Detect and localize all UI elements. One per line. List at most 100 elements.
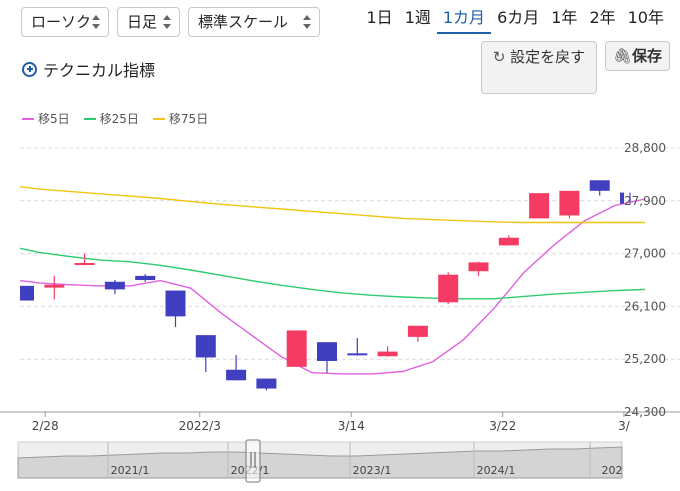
y-tick-label: 27,000	[624, 247, 666, 261]
chevron-updown-icon	[92, 15, 100, 29]
candle	[256, 378, 277, 391]
save-label: 保存	[632, 47, 663, 65]
candle	[589, 180, 610, 196]
navigator-label: 2022/1	[231, 464, 270, 477]
candle-body	[468, 262, 489, 272]
candle-body	[165, 290, 186, 317]
candles	[20, 180, 631, 391]
candle-body	[498, 237, 519, 246]
candle	[377, 346, 398, 357]
plus-circle-icon	[22, 61, 37, 77]
navigator-label: 2024/1	[477, 464, 516, 477]
legend-ma5: 移5日	[22, 110, 70, 127]
navigator-area	[17, 446, 623, 479]
chevron-updown-icon	[163, 15, 171, 29]
candle	[195, 335, 216, 373]
legend-ma75: 移75日	[152, 110, 208, 127]
candle	[438, 272, 459, 305]
candle-body	[226, 369, 247, 381]
candle-body	[104, 281, 125, 290]
candle	[317, 342, 337, 373]
tab-1d[interactable]: 1日	[366, 8, 393, 27]
candle	[286, 330, 307, 367]
candle-body	[438, 274, 459, 303]
ma-legend: 移5日 移25日 移75日	[22, 110, 208, 127]
paperclip-icon: 🖇	[612, 47, 633, 65]
save-button[interactable]: 🖇保存	[605, 41, 670, 71]
candle	[135, 274, 156, 282]
interval-value: 日足	[127, 13, 158, 31]
x-axis: 2/28 2022/3 3/14 3/22 3/	[32, 412, 631, 433]
candle-body	[317, 342, 337, 361]
candle	[347, 338, 368, 356]
x-tick-label: 2022/3	[179, 419, 221, 433]
navigator-label: 2021/1	[111, 464, 150, 477]
navigator-track	[17, 441, 623, 479]
candle-body	[256, 378, 277, 389]
candle-body	[195, 335, 216, 358]
candle-body	[347, 353, 368, 356]
x-tick-label: 3/22	[489, 419, 516, 433]
candle-body	[529, 193, 550, 219]
scale-select[interactable]: 標準スケール	[188, 7, 320, 37]
candle-body	[20, 285, 34, 301]
scale-value: 標準スケール	[198, 13, 289, 31]
candle-body	[407, 325, 428, 337]
candle	[165, 290, 186, 327]
y-tick-label: 25,200	[624, 352, 666, 366]
legend-swatch	[22, 117, 34, 120]
ma-line	[19, 198, 646, 375]
y-tick-label: 24,300	[624, 405, 666, 419]
candle	[498, 235, 519, 246]
candle	[559, 190, 580, 219]
tab-2y[interactable]: 2年	[589, 8, 616, 27]
ma-line	[19, 186, 646, 224]
candle	[74, 253, 95, 266]
candle-body	[377, 351, 398, 357]
candle	[468, 261, 489, 276]
navigator-label: 2023/1	[353, 464, 392, 477]
reset-settings-label: 設定を戻す	[510, 48, 586, 66]
chevron-updown-icon	[303, 15, 311, 29]
candle-body	[74, 262, 95, 265]
candle	[20, 285, 34, 301]
candle-body	[559, 190, 580, 216]
x-tick-label: 2/28	[32, 419, 59, 433]
legend-label: 移5日	[38, 112, 70, 126]
y-tick-label: 28,800	[624, 141, 666, 155]
chart-grid	[0, 147, 680, 413]
chart-type-select[interactable]: ローソク	[21, 7, 109, 37]
candle-body	[620, 192, 624, 204]
y-tick-label: 26,100	[624, 299, 666, 313]
tab-10y[interactable]: 10年	[627, 8, 664, 27]
x-tick-label: 3/	[618, 419, 631, 433]
technical-indicators-label: テクニカル指標	[43, 61, 156, 80]
candle	[226, 355, 247, 381]
candle-body	[44, 284, 65, 288]
tab-1m[interactable]: 1カ月	[436, 8, 492, 34]
tab-1w[interactable]: 1週	[404, 8, 431, 27]
refresh-icon: ↻	[492, 48, 506, 66]
candle-body	[135, 275, 156, 280]
reset-settings-button[interactable]: ↻ 設定を戻す	[481, 41, 597, 94]
interval-select[interactable]: 日足	[117, 7, 180, 37]
technical-indicators-link[interactable]: テクニカル指標	[22, 57, 155, 81]
tab-6m[interactable]: 6カ月	[497, 8, 540, 27]
candle-body	[286, 330, 307, 367]
candle	[529, 193, 550, 219]
legend-swatch	[83, 117, 96, 120]
candle	[407, 325, 428, 342]
legend-label: 移25日	[99, 112, 139, 126]
y-tick-label: 27,900	[624, 194, 666, 208]
candle	[44, 275, 65, 300]
candle	[104, 280, 125, 295]
navigator-label: 202	[602, 464, 623, 477]
range-navigator: 2021/1 2022/1 2023/1 2024/1 202	[17, 439, 623, 483]
y-axis: 28,800 27,900 27,000 26,100 25,200 24,300	[624, 141, 666, 419]
tab-1y[interactable]: 1年	[551, 8, 578, 27]
x-tick-label: 3/14	[338, 419, 365, 433]
chart-type-value: ローソク	[31, 13, 92, 31]
legend-ma25: 移25日	[83, 110, 139, 127]
candle-body	[589, 180, 610, 191]
candle	[620, 192, 631, 204]
